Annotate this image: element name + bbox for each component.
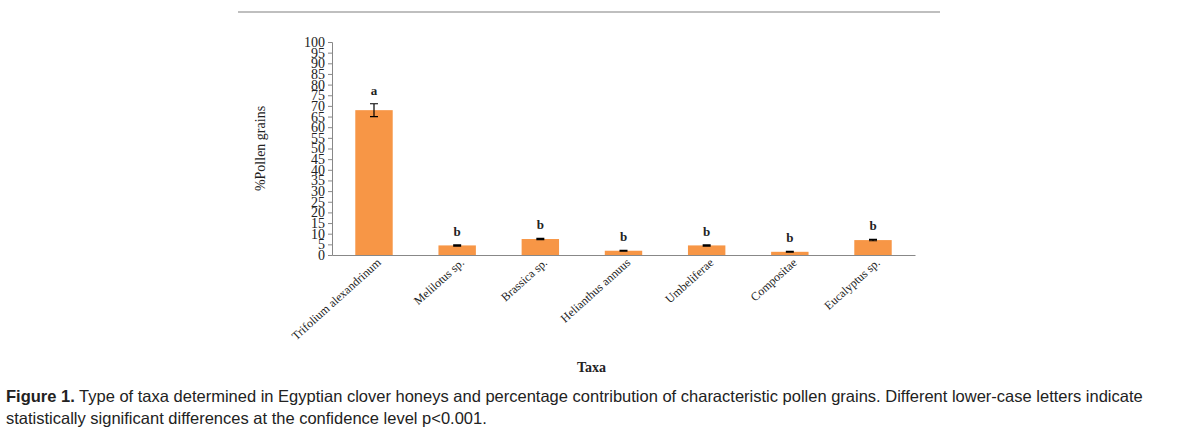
error-bar-path	[703, 245, 711, 246]
x-tick-label: Umbeliferae	[663, 255, 717, 306]
error-bar	[453, 245, 461, 246]
bar	[605, 251, 642, 255]
error-bar-path	[453, 245, 461, 246]
error-bar-path	[786, 251, 794, 253]
y-tick-mark	[328, 117, 332, 118]
y-tick-mark	[328, 127, 332, 128]
significance-letter: b	[703, 224, 710, 239]
y-tick-label: 100	[304, 35, 325, 50]
x-tick-label: Trifolium alexandrinum	[289, 255, 384, 343]
x-tick: Umbeliferae	[663, 255, 717, 306]
error-bar-path	[536, 238, 544, 239]
error-bar	[536, 238, 544, 239]
bar	[854, 240, 891, 255]
x-tick: Brassica sp.	[498, 255, 550, 304]
caption-text: Type of taxa determined in Egyptian clov…	[6, 387, 1143, 427]
y-tick-mark	[328, 63, 332, 64]
y-tick-mark	[328, 223, 332, 224]
y-tick-mark	[328, 42, 332, 43]
bar	[522, 239, 559, 255]
y-axis-title: %Pollen grains	[253, 106, 268, 191]
y-tick-mark	[328, 244, 332, 245]
y-tick-mark	[328, 191, 332, 192]
significance-letter: b	[869, 218, 876, 233]
y-tick-mark	[328, 95, 332, 96]
y-tick-mark	[328, 106, 332, 107]
error-bar	[370, 104, 378, 117]
y-tick: 100	[304, 35, 332, 50]
significance-letter: b	[786, 230, 793, 245]
y-tick-mark	[328, 180, 332, 181]
x-tick-label: Eucalyptus sp.	[821, 255, 882, 312]
error-bar-path	[370, 104, 378, 117]
x-tick: Helianthus annuus	[558, 255, 634, 325]
y-tick-mark	[328, 149, 332, 150]
y-tick-mark	[328, 234, 332, 235]
bars	[355, 104, 891, 255]
bar	[438, 245, 475, 255]
error-bar	[786, 251, 794, 253]
y-tick-mark	[328, 74, 332, 75]
y-tick-mark	[328, 159, 332, 160]
y-tick-mark	[328, 212, 332, 213]
x-tick-label: Helianthus annuus	[558, 255, 634, 325]
error-bar	[869, 239, 877, 240]
significance-letter: b	[454, 224, 461, 239]
error-bar	[703, 245, 711, 246]
error-bar	[620, 250, 628, 252]
error-bar-path	[620, 250, 628, 252]
x-tick: Trifolium alexandrinum	[289, 255, 384, 343]
y-tick-mark	[328, 170, 332, 171]
y-axis: 0510152025303540455055606570758085909510…	[304, 35, 333, 263]
x-tick-label: Brassica sp.	[498, 255, 550, 304]
bar	[688, 245, 725, 255]
significance-letter: a	[371, 83, 378, 98]
caption-label: Figure 1.	[6, 387, 75, 405]
significance-letter: b	[537, 217, 544, 232]
bar	[771, 252, 808, 255]
top-rule	[238, 11, 940, 13]
y-tick-mark	[328, 138, 332, 139]
figure-caption: Figure 1. Type of taxa determined in Egy…	[6, 386, 1188, 430]
y-tick-mark	[328, 202, 332, 203]
annotations: a b b b b b b	[371, 83, 877, 246]
x-tick: Eucalyptus sp.	[821, 255, 882, 312]
x-tick-label: Melilotus sp.	[411, 255, 467, 307]
x-axis-title: Taxa	[577, 360, 606, 375]
y-tick-mark	[328, 53, 332, 54]
x-tick-label: Compositae	[748, 255, 800, 304]
x-tick: Melilotus sp.	[411, 255, 467, 307]
y-axis-line	[328, 43, 333, 256]
significance-letter: b	[620, 229, 627, 244]
y-tick-mark	[328, 255, 332, 256]
x-tick: Compositae	[748, 255, 800, 304]
y-tick-mark	[328, 85, 332, 86]
x-axis: Trifolium alexandrinum Melilotus sp. Brass…	[289, 255, 916, 343]
error-bar-path	[869, 239, 877, 240]
bar	[355, 110, 392, 255]
